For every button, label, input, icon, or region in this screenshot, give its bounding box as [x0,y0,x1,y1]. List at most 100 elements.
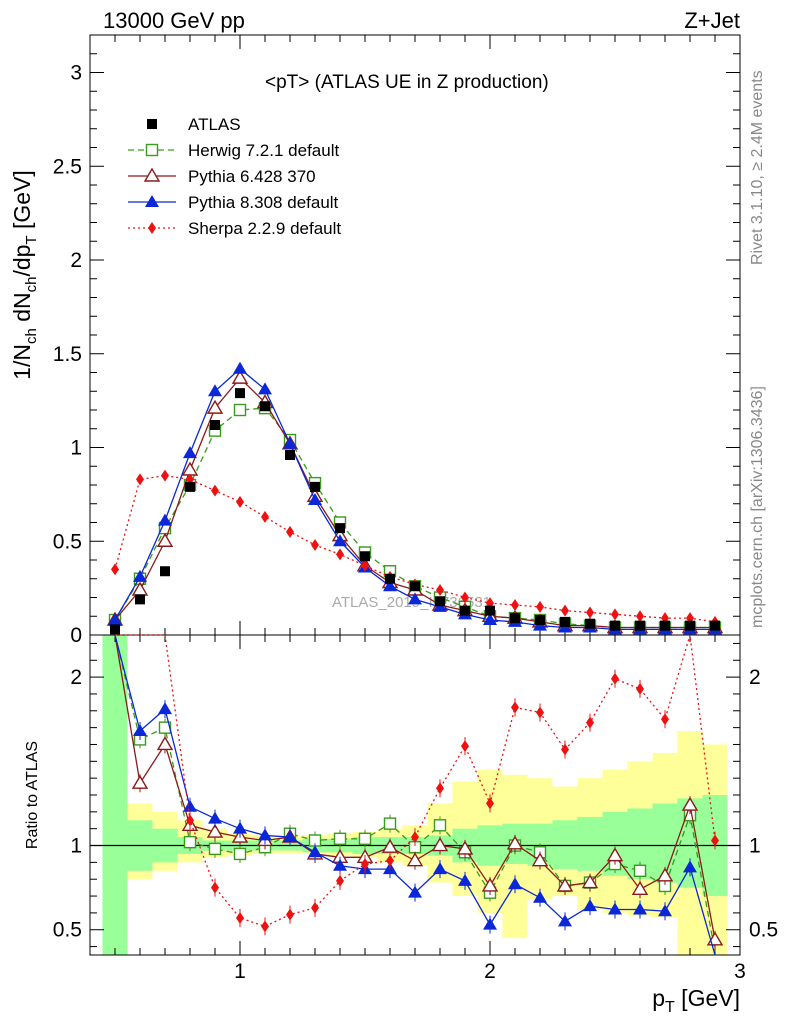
point-pythia-8 [333,534,347,547]
point-sherpa-2 [361,559,369,572]
point-pythia-8 [133,569,147,582]
ratio-tick-label: 0.5 [53,919,82,942]
ratio-point-pythia-8 [433,862,447,875]
legend: ATLAS Herwig 7.2.1 default Pythia 6.428 … [128,115,341,238]
ratio-point-pythia-8 [683,860,697,873]
atlas-data-point [635,620,645,631]
ratio-point-sherpa-2 [261,920,269,933]
ratio-point-pythia-6 [581,874,599,889]
ratio-point-sherpa-2 [561,743,569,756]
atlas-data-point [135,594,145,605]
atlas-data-point [285,450,295,460]
x-axis-title: pT [GeV] [652,985,740,1016]
ratio-point-sherpa-2 [336,874,344,887]
ratio-point-pythia-8 [308,845,322,858]
x-tick-labels: 1 2 3 [234,960,746,983]
ratio-point-pythia-8 [483,917,497,930]
ratio-point-sherpa-2 [386,854,394,867]
ratio-point-herwig-7 [158,721,172,734]
main-y-tick-labels: 0 0.5 1 1.5 2 2.5 3 [53,62,82,648]
point-pythia-8 [183,446,197,459]
stat-uncertainty-band [552,820,578,870]
point-herwig-7 [233,403,247,417]
atlas-data-point [210,420,220,430]
stat-uncertainty-band [102,635,128,955]
ratio-point-pythia-6 [506,835,524,850]
atlas-data-point [660,620,670,631]
legend-marker [145,195,159,207]
point-sherpa-2 [261,510,269,523]
rivet-version-label: Rivet 3.1.10, ≥ 2.4M events [749,70,766,265]
point-sherpa-2 [561,604,569,617]
ratio-point-herwig-7 [383,817,397,830]
point-sherpa-2 [586,606,594,619]
atlas-data-point [485,605,495,616]
y-tick-label: 1.5 [53,343,82,366]
y-tick-label: 3 [70,62,82,85]
atlas-data-point [310,481,320,492]
ratio-point-pythia-6 [156,736,174,751]
atlas-data-point [435,596,445,607]
point-sherpa-2 [636,610,644,623]
atlas-data-point [235,388,245,399]
ratio-point-herwig-7 [433,819,447,832]
atlas-data-point [385,573,395,584]
atlas-data-point [685,620,695,631]
legend-label: Sherpa 2.2.9 default [188,219,341,238]
ratio-point-pythia-8 [608,902,622,915]
ratio-point-herwig-7 [208,842,222,856]
point-sherpa-2 [136,473,144,486]
ratio-point-pythia-6 [681,796,699,811]
atlas-data-point [610,620,620,631]
ratio-point-sherpa-2 [711,834,719,847]
point-pythia-6 [231,369,249,384]
ratio-point-sherpa-2 [236,911,244,924]
point-pythia-8 [158,513,172,526]
plot-title: <pT> (ATLAS UE in Z production) [265,72,549,93]
ratio-point-sherpa-2 [186,814,194,827]
ratio-y-tick-labels: 0.5 1 2 0.5 1 2 [53,666,778,942]
ratio-point-sherpa-2 [586,716,594,729]
point-sherpa-2 [236,495,244,508]
point-pythia-6 [156,532,174,547]
ratio-point-sherpa-2 [486,797,494,810]
point-pythia-8 [208,384,222,397]
legend-label: Pythia 8.308 default [188,193,339,212]
point-sherpa-2 [436,584,444,596]
atlas-data-point [260,401,270,412]
point-pythia-8 [233,361,247,374]
atlas-data-point [585,618,595,629]
point-pythia-8 [483,613,497,625]
ratio-point-herwig-7 [233,847,247,861]
ratio-point-sherpa-2 [611,672,619,685]
ratio-point-herwig-7 [633,864,647,877]
ratio-point-sherpa-2 [636,682,644,695]
atlas-data-point [185,481,195,492]
ratio-point-sherpa-2 [361,858,369,871]
ratio-point-sherpa-2 [311,901,319,914]
ratio-point-sherpa-2 [511,701,519,714]
point-sherpa-2 [311,539,319,551]
legend-label: Herwig 7.2.1 default [188,141,339,160]
ratio-point-pythia-8 [458,873,472,886]
ratio-point-sherpa-2 [661,713,669,726]
ratio-point-pythia-6 [481,877,499,892]
ratio-point-pythia-8 [233,821,247,834]
x-tick-label: 1 [234,960,246,983]
point-sherpa-2 [336,548,344,561]
atlas-data-point [360,551,370,562]
ratio-point-sherpa-2 [436,782,444,795]
ratio-point-pythia-6 [206,823,224,838]
atlas-data-point [160,566,170,577]
y-axis-title: 1/Nch dNch/dpT [GeV] [9,170,40,380]
ratio-point-pythia-8 [183,799,197,812]
ratio-point-pythia-6 [556,877,574,892]
legend-marker [148,222,156,234]
header-process-label: Z+Jet [684,8,740,33]
ratio-point-pythia-8 [258,828,272,841]
point-pythia-8 [408,592,422,605]
ratio-point-pythia-8 [133,724,147,736]
ratio-point-pythia-8 [658,904,672,917]
ratio-point-pythia-8 [158,702,172,715]
